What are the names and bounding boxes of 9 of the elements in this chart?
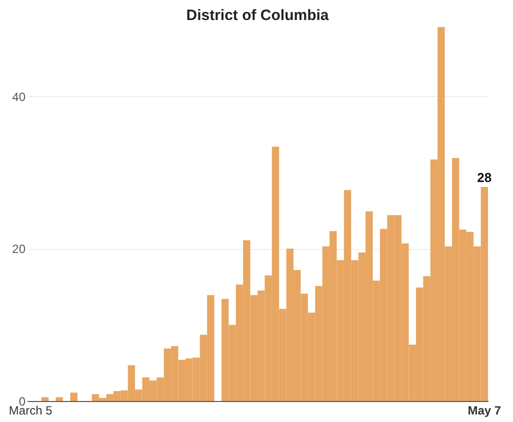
annotation: 28 (477, 170, 492, 185)
y-tick-label: 20 (12, 242, 26, 256)
x-tick-label: May 7 (468, 404, 502, 418)
bar (70, 392, 78, 401)
y-tick-label: 40 (12, 90, 26, 104)
bar (41, 397, 49, 401)
bar (56, 397, 64, 401)
chart-title: District of Columbia (186, 7, 330, 24)
y-tick-label: 0 (18, 394, 26, 408)
